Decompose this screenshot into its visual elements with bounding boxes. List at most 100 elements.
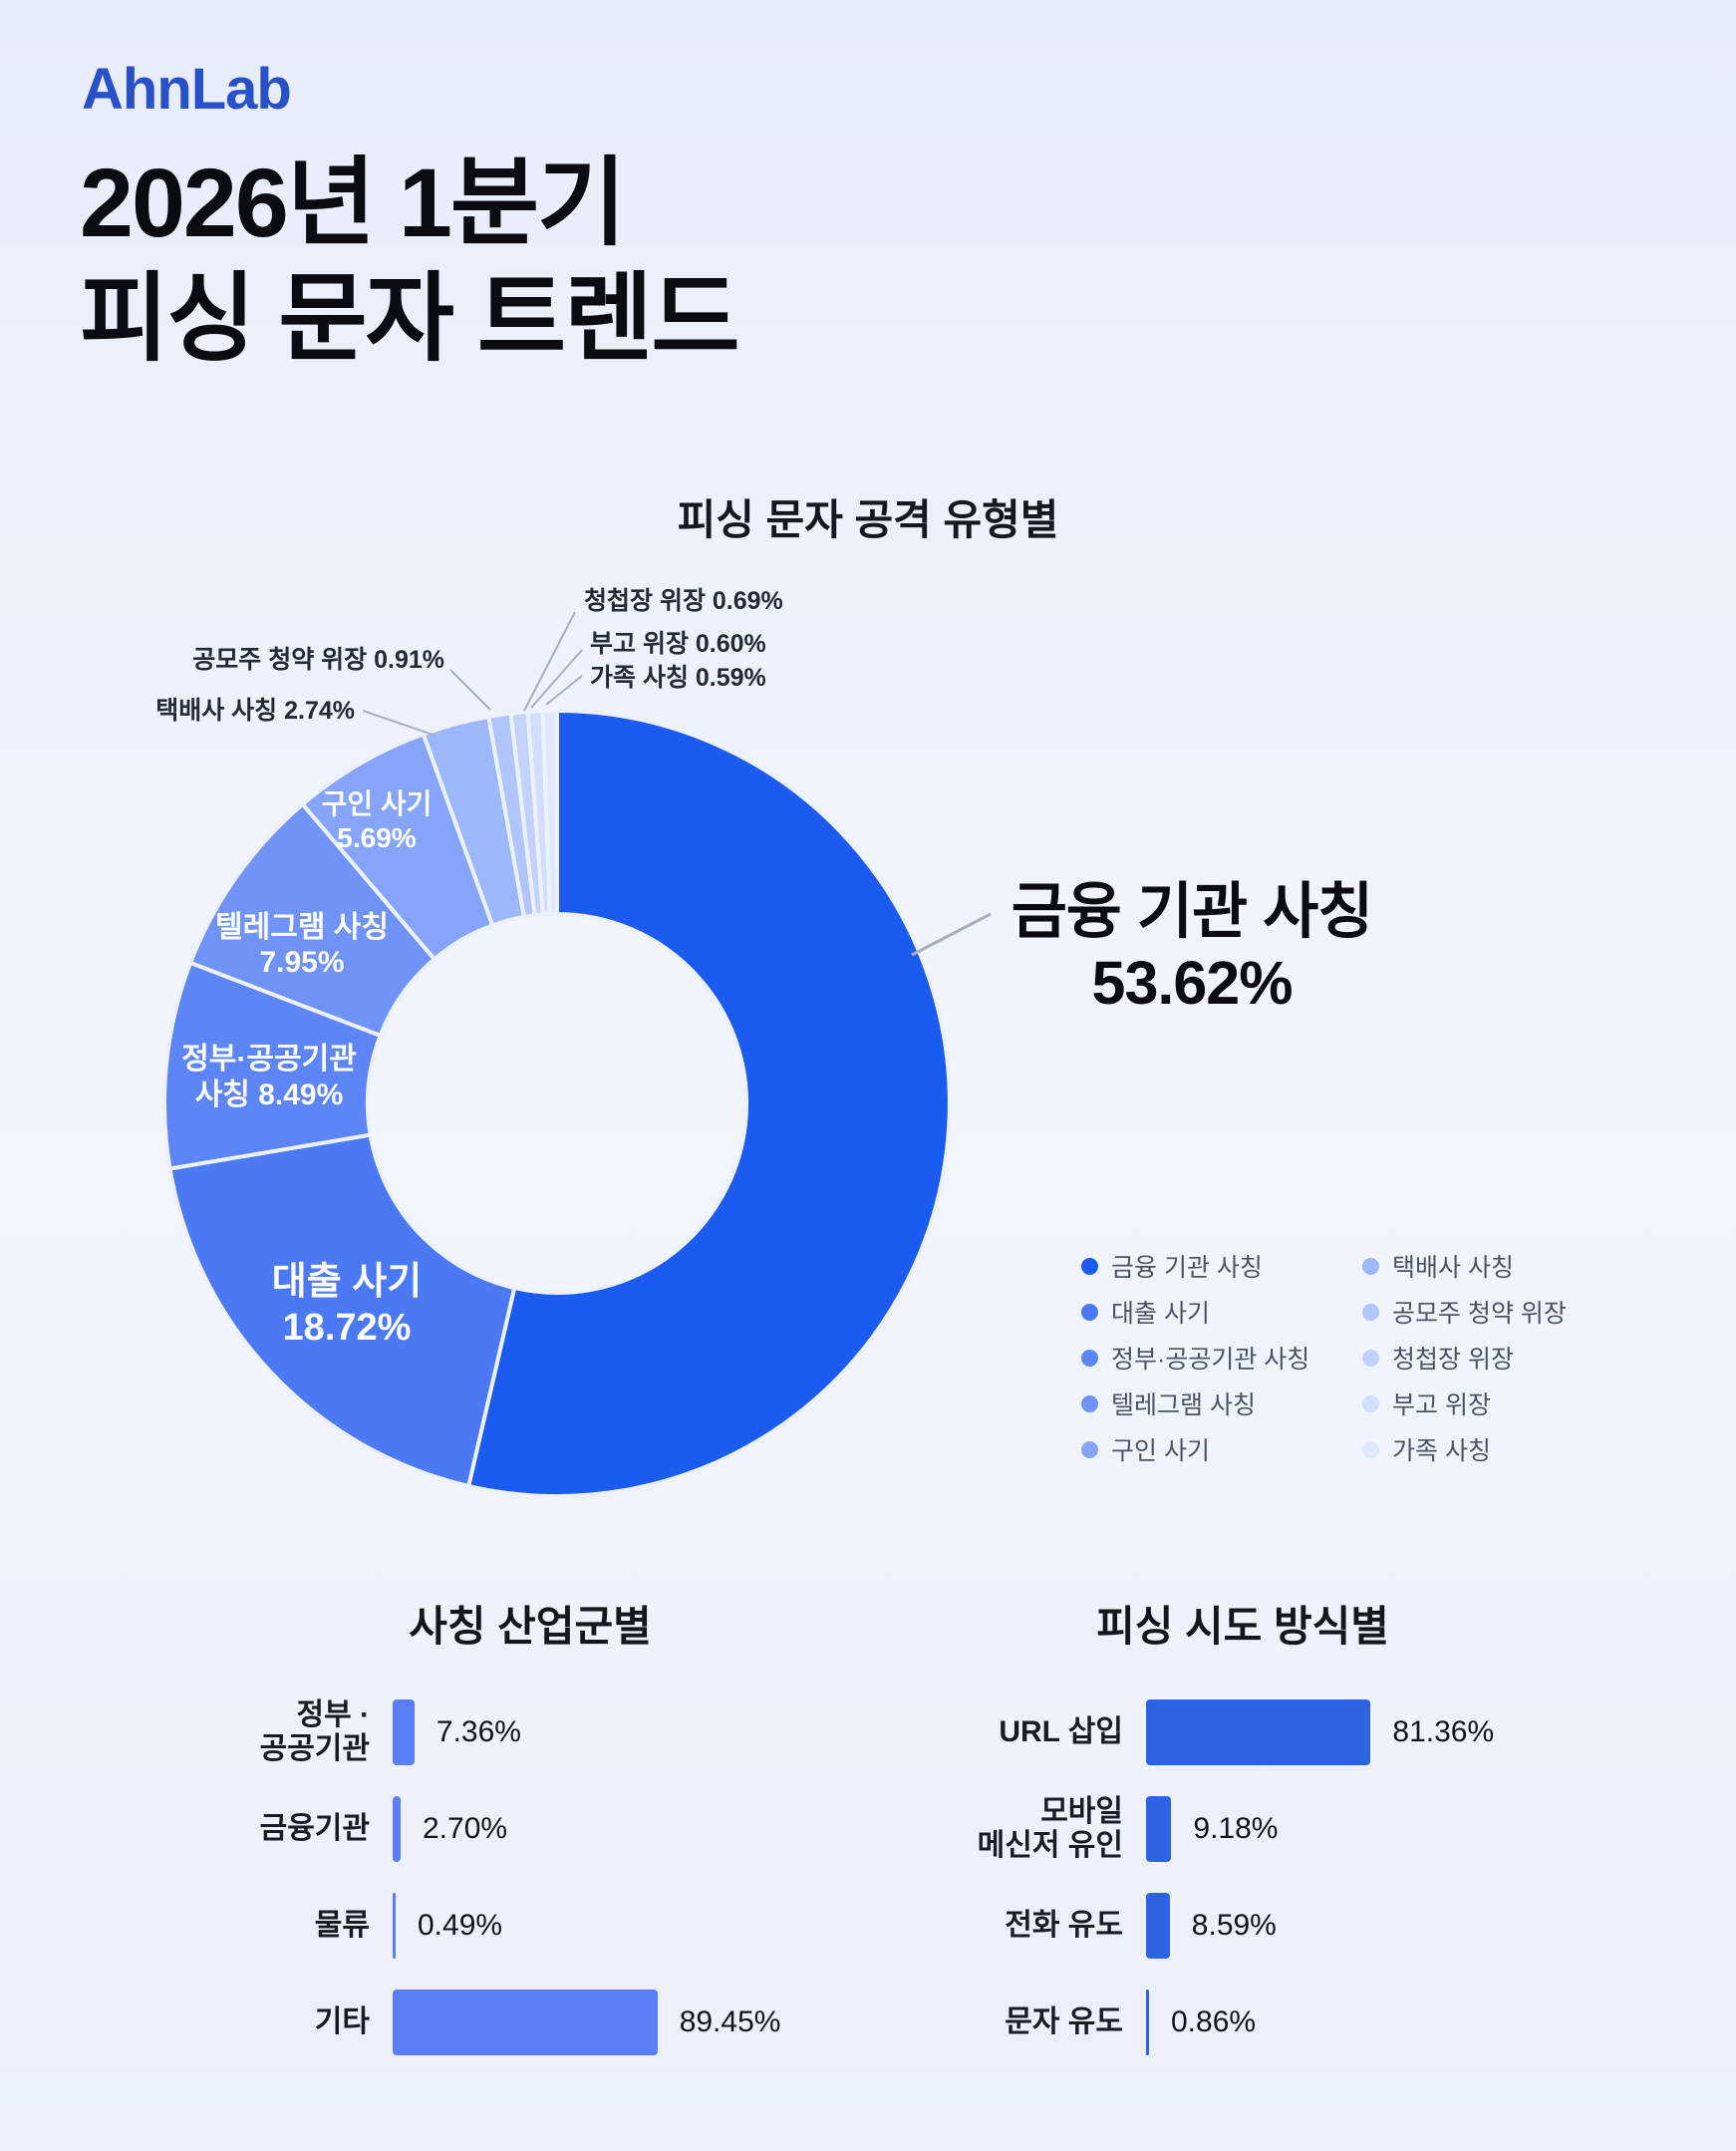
bar-value-label: 8.59% (1191, 1909, 1277, 1942)
legend-item-1: 대출 사기 (1081, 1294, 1362, 1330)
bar-category-label: 모바일 메신저 유인 (977, 1794, 1123, 1863)
bar-value-label: 9.18% (1193, 1812, 1279, 1845)
legend-item-0: 금융 기관 사칭 (1081, 1248, 1362, 1284)
label-leader-line (523, 611, 576, 712)
legend-dot-icon (1081, 1394, 1098, 1412)
page-title: 2026년 1분기 피싱 문자 트렌드 (80, 146, 740, 378)
legend-label: 청첩장 위장 (1392, 1346, 1514, 1374)
bar-row-0: URL 삽입 81.36% (868, 1699, 1494, 1765)
legend-dot-icon (1362, 1394, 1379, 1412)
donut-label-1-line1: 18.72% (283, 1307, 412, 1349)
legend-dot-icon (1362, 1440, 1379, 1458)
donut-label-9-line0: 가족 사칭 0.59% (590, 664, 766, 692)
label-leader-line (362, 710, 436, 737)
donut-label-0-line1: 53.62% (1092, 949, 1293, 1017)
page-title-line2: 피싱 문자 트렌드 (80, 264, 740, 374)
bar-fill (1146, 1990, 1149, 2055)
bar-value-label: 89.45% (679, 2005, 781, 2038)
bar-row-1: 모바일 메신저 유인 9.18% (868, 1794, 1494, 1863)
legend-dot-icon (1081, 1303, 1098, 1321)
label-leader-line (545, 675, 583, 706)
label-leader-line (530, 649, 583, 709)
legend-item-6: 공모주 청약 위장 (1362, 1294, 1567, 1330)
donut-label-2-line1: 사칭 8.49% (195, 1078, 344, 1111)
legend-item-4: 구인 사기 (1081, 1431, 1362, 1467)
donut-label-7-line0: 청첩장 위장 0.69% (584, 587, 783, 615)
bar-fill (1146, 1893, 1170, 1959)
donut-label-5-line0: 택배사 사칭 2.74% (155, 697, 355, 725)
legend-label: 텔레그램 사칭 (1111, 1391, 1256, 1419)
bar-track: 0.86% (1146, 1990, 1256, 2055)
legend-dot-icon (1081, 1440, 1098, 1458)
bar-chart-industry: 정부 · 공공기관 7.36% 금융기관 2.70% 물류 0.49% 기타 89.45% (115, 1697, 780, 2086)
bar-fill (393, 1796, 401, 1862)
legend-label: 부고 위장 (1392, 1391, 1491, 1419)
donut-label-1-line0: 대출 사기 (272, 1261, 422, 1303)
bar-row-2: 전화 유도 8.59% (868, 1893, 1494, 1959)
legend-label: 택배사 사칭 (1392, 1254, 1514, 1282)
donut-label-3-line0: 텔레그램 사칭 (215, 911, 389, 944)
legend-item-9: 가족 사칭 (1362, 1431, 1567, 1467)
legend-label: 가족 사칭 (1392, 1437, 1491, 1465)
legend-label: 정부·공공기관 사칭 (1111, 1346, 1310, 1374)
donut-slice-0 (465, 708, 952, 1498)
bar-chart-method: URL 삽입 81.36% 모바일 메신저 유인 9.18% 전화 유도 8.59% 문자 … (868, 1699, 1494, 2086)
bar-track: 2.70% (393, 1796, 507, 1862)
bar-track: 0.49% (393, 1893, 502, 1959)
bar-track: 7.36% (393, 1699, 521, 1765)
bar-fill (1146, 1796, 1172, 1862)
label-leader-line (449, 669, 491, 711)
bar-track: 8.59% (1146, 1893, 1277, 1959)
bar-value-label: 0.86% (1171, 2005, 1257, 2038)
legend-dot-icon (1081, 1257, 1098, 1275)
legend-label: 구인 사기 (1111, 1437, 1210, 1465)
donut-slice-1 (167, 1132, 517, 1489)
bar-row-0: 정부 · 공공기관 7.36% (115, 1697, 780, 1766)
bar-category-label: URL 삽입 (999, 1714, 1123, 1748)
legend-dot-icon (1362, 1303, 1379, 1321)
bar-category-label: 정부 · 공공기관 (259, 1697, 370, 1766)
bar-fill (393, 1893, 396, 1959)
legend-dot-icon (1362, 1257, 1379, 1275)
bar-row-3: 기타 89.45% (115, 1990, 780, 2055)
page-title-line1: 2026년 1분기 (80, 149, 626, 257)
legend-label: 대출 사기 (1111, 1300, 1210, 1328)
donut-label-8-line0: 부고 위장 0.60% (590, 630, 766, 658)
bar-track: 9.18% (1146, 1796, 1278, 1862)
legend-dot-icon (1362, 1349, 1379, 1367)
bar-value-label: 7.36% (435, 1715, 521, 1748)
donut-chart-title: 피싱 문자 공격 유형별 (677, 496, 1059, 543)
bar-chart-industry-title: 사칭 산업군별 (409, 1603, 652, 1650)
bar-fill (1146, 1699, 1371, 1765)
bar-row-1: 금융기관 2.70% (115, 1796, 780, 1862)
bar-category-label: 문자 유도 (1005, 2004, 1123, 2038)
bar-value-label: 81.36% (1392, 1715, 1495, 1748)
bar-row-3: 문자 유도 0.86% (868, 1990, 1494, 2055)
legend-item-2: 정부·공공기관 사칭 (1081, 1340, 1362, 1376)
bar-fill (393, 1699, 415, 1765)
bar-row-2: 물류 0.49% (115, 1893, 780, 1959)
legend-item-7: 청첩장 위장 (1362, 1340, 1567, 1376)
legend-label: 공모주 청약 위장 (1392, 1300, 1567, 1328)
bar-fill (393, 1990, 658, 2055)
legend-item-5: 택배사 사칭 (1362, 1248, 1567, 1284)
bar-chart-method-title: 피싱 시도 방식별 (1096, 1603, 1389, 1650)
bar-category-label: 물류 (314, 1908, 370, 1942)
donut-label-6-line0: 공모주 청약 위장 0.91% (192, 646, 444, 674)
bar-value-label: 2.70% (423, 1812, 508, 1845)
label-leader-line (911, 912, 992, 957)
legend-dot-icon (1081, 1349, 1098, 1367)
bar-track: 89.45% (393, 1990, 780, 2055)
bar-value-label: 0.49% (418, 1909, 503, 1942)
bar-track: 81.36% (1146, 1699, 1494, 1765)
bar-category-label: 기타 (314, 2004, 370, 2038)
ahnlab-logo: AhnLab (82, 57, 292, 122)
donut-label-2-line0: 정부·공공기관 (181, 1043, 357, 1076)
legend-item-8: 부고 위장 (1362, 1385, 1567, 1421)
bar-category-label: 전화 유도 (1005, 1908, 1123, 1942)
legend-label: 금융 기관 사칭 (1111, 1254, 1263, 1282)
donut-label-0-line0: 금융 기관 사칭 (1012, 877, 1373, 945)
